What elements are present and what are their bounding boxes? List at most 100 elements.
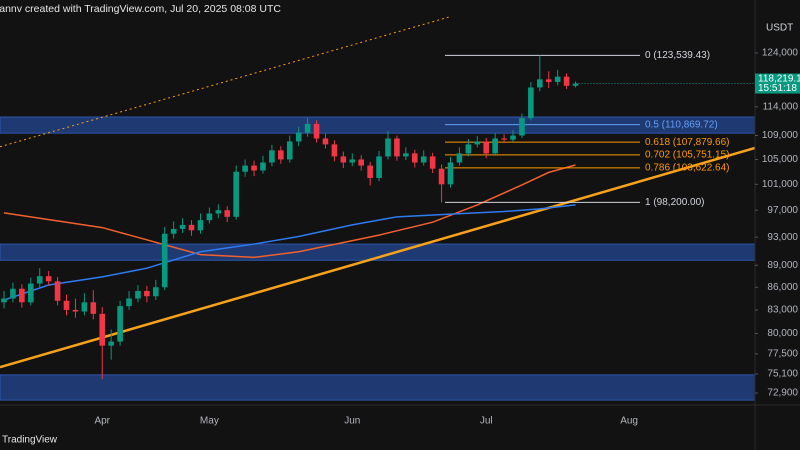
- zone: [0, 374, 755, 401]
- candle-body: [54, 281, 61, 301]
- candle-body: [278, 150, 284, 160]
- candle-body: [36, 276, 43, 284]
- y-tick-label: 101,000: [762, 179, 799, 190]
- candle-body: [10, 288, 16, 299]
- candle-body: [135, 290, 141, 299]
- candle-body: [519, 118, 525, 136]
- candle-body: [340, 156, 347, 163]
- candle-body: [197, 220, 204, 231]
- candle-body: [108, 341, 114, 346]
- candle-body: [170, 228, 177, 234]
- candle-body: [429, 156, 436, 169]
- candle-body: [349, 159, 356, 163]
- candle-body: [385, 138, 391, 157]
- candle-body: [501, 138, 507, 140]
- trendline: [0, 16, 451, 148]
- y-tick-label: 77,500: [767, 349, 798, 360]
- candle-body: [510, 135, 516, 140]
- candle-body: [242, 165, 248, 172]
- zone: [0, 243, 755, 261]
- y-tick-label: 124,000: [762, 48, 799, 59]
- candle-body: [483, 141, 490, 154]
- candle-body: [545, 79, 552, 83]
- x-tick-label: Aug: [620, 416, 638, 427]
- y-tick-label: 114,000: [763, 101, 799, 112]
- candle-body: [27, 283, 34, 303]
- candle-body: [161, 233, 168, 288]
- candle-body: [438, 168, 445, 185]
- moving-average: [3, 204, 576, 301]
- candle-body: [1, 298, 7, 303]
- candle-body: [465, 144, 472, 154]
- candle-body: [179, 224, 186, 229]
- header: yannv created with TradingView.com, Jul …: [0, 3, 281, 15]
- candle-body: [286, 141, 293, 160]
- candle-body: [260, 162, 266, 171]
- x-tick-label: Jul: [480, 416, 493, 427]
- candle-body: [295, 132, 302, 142]
- candle-body: [304, 123, 311, 133]
- trendline: [0, 146, 755, 369]
- candle-body: [394, 138, 400, 157]
- candle-body: [269, 150, 275, 163]
- candle-body: [331, 144, 338, 157]
- candle-body: [99, 313, 106, 346]
- candle-body: [528, 87, 534, 119]
- candle-body: [537, 79, 543, 88]
- candle-body: [215, 210, 222, 214]
- fib-label: 0.786 (103,622.64): [645, 163, 730, 174]
- fib-label: 0.618 (107,879.66): [645, 137, 730, 148]
- candle-body: [224, 210, 231, 217]
- y-tick-label: 109,000: [762, 130, 799, 141]
- candle-body: [206, 213, 213, 221]
- candle-body: [188, 224, 195, 231]
- candle-body: [63, 300, 70, 310]
- plot-area: 0 (123,539.43) 0.5 (110,869.72) 0.618 (107…: [0, 16, 755, 401]
- last-price-badge: [755, 73, 800, 94]
- y-tick-label: 72,900: [767, 388, 798, 399]
- candle-body: [126, 298, 132, 307]
- candle-body: [72, 309, 79, 312]
- fib-label: 0.702 (105,751.15): [645, 150, 730, 161]
- candle-body: [251, 165, 257, 171]
- candle-body: [144, 290, 150, 297]
- y-tick-label: 89,000: [767, 260, 798, 271]
- candle-body: [153, 287, 159, 297]
- candle-body: [45, 276, 52, 282]
- candle-body: [19, 288, 25, 303]
- fib-label: 1 (98,200.00): [645, 197, 705, 208]
- y-tick-label: 93,000: [767, 232, 798, 243]
- x-tick-label: Apr: [94, 416, 110, 427]
- candle-body: [492, 138, 498, 154]
- moving-average: [3, 164, 576, 259]
- y-tick-label: 83,000: [767, 305, 798, 316]
- candle-body: [376, 156, 382, 179]
- candle-body: [117, 306, 123, 342]
- candle-body: [367, 165, 373, 179]
- zone: [0, 116, 755, 134]
- candle-body: [403, 153, 409, 157]
- candle-body: [313, 123, 320, 139]
- candle-body: [456, 153, 463, 163]
- candle-body: [572, 83, 579, 86]
- countdown: 15:51:18: [758, 83, 797, 94]
- candle-body: [563, 76, 570, 86]
- y-tick-label: 80,000: [767, 328, 798, 339]
- candle-body: [90, 302, 97, 314]
- y-tick-label: 86,000: [767, 282, 798, 293]
- y-tick-label: 75,100: [767, 369, 798, 380]
- candle-body: [233, 171, 239, 217]
- y-tick-label: 97,000: [767, 205, 798, 216]
- fib-label: 0 (123,539.43): [645, 50, 710, 61]
- y-tick-label: 105,000: [762, 154, 799, 165]
- candle-body: [420, 156, 427, 163]
- candle-body: [411, 153, 418, 163]
- brand: TradingView: [2, 435, 58, 446]
- fib-label: 0.5 (110,869.72): [645, 119, 718, 130]
- candle-body: [81, 302, 88, 312]
- candle-body: [554, 76, 561, 83]
- x-tick-label: May: [200, 416, 219, 427]
- candle-body: [474, 141, 481, 145]
- last-price-label: 118,219.1: [758, 74, 800, 85]
- candle-body: [358, 159, 364, 166]
